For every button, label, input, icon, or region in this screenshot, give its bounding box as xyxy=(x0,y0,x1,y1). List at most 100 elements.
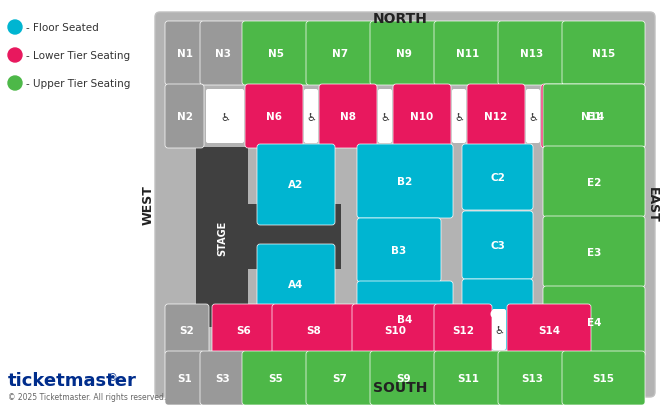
FancyBboxPatch shape xyxy=(306,22,374,86)
FancyBboxPatch shape xyxy=(543,147,645,218)
Text: - Lower Tier Seating: - Lower Tier Seating xyxy=(26,51,130,61)
Text: N14: N14 xyxy=(582,112,605,122)
Text: E4: E4 xyxy=(587,317,601,327)
Text: N7: N7 xyxy=(332,49,348,59)
Text: A4: A4 xyxy=(288,280,304,290)
FancyBboxPatch shape xyxy=(434,304,492,355)
FancyBboxPatch shape xyxy=(272,304,356,355)
FancyBboxPatch shape xyxy=(462,279,533,350)
Text: B2: B2 xyxy=(397,177,413,187)
FancyBboxPatch shape xyxy=(378,90,392,144)
Text: N2: N2 xyxy=(176,112,192,122)
FancyBboxPatch shape xyxy=(492,309,506,350)
FancyBboxPatch shape xyxy=(498,351,566,405)
Text: S6: S6 xyxy=(237,325,251,335)
FancyBboxPatch shape xyxy=(155,13,655,397)
Text: N1: N1 xyxy=(176,49,192,59)
FancyBboxPatch shape xyxy=(200,22,246,86)
Text: N5: N5 xyxy=(268,49,284,59)
FancyBboxPatch shape xyxy=(526,90,540,144)
Text: E2: E2 xyxy=(587,177,601,187)
Text: S2: S2 xyxy=(180,325,194,335)
Text: ♿: ♿ xyxy=(454,112,464,122)
FancyBboxPatch shape xyxy=(357,281,453,357)
FancyBboxPatch shape xyxy=(393,85,451,148)
FancyBboxPatch shape xyxy=(352,304,438,355)
Text: C3: C3 xyxy=(490,240,505,250)
Text: N15: N15 xyxy=(592,49,615,59)
Text: S13: S13 xyxy=(521,373,543,383)
Text: S11: S11 xyxy=(457,373,479,383)
Text: N10: N10 xyxy=(410,112,433,122)
Text: SOUTH: SOUTH xyxy=(373,380,427,394)
FancyBboxPatch shape xyxy=(165,304,209,355)
Text: - Floor Seated: - Floor Seated xyxy=(26,23,98,33)
FancyBboxPatch shape xyxy=(370,351,438,405)
FancyBboxPatch shape xyxy=(543,85,645,148)
FancyBboxPatch shape xyxy=(200,351,246,405)
Text: S12: S12 xyxy=(452,325,474,335)
Text: N8: N8 xyxy=(340,112,356,122)
Text: B4: B4 xyxy=(397,314,413,324)
Text: S15: S15 xyxy=(592,373,614,383)
Text: S10: S10 xyxy=(384,325,406,335)
Text: E3: E3 xyxy=(587,247,601,257)
FancyBboxPatch shape xyxy=(543,216,645,287)
Text: ♿: ♿ xyxy=(528,112,538,122)
Circle shape xyxy=(8,77,22,91)
FancyBboxPatch shape xyxy=(212,304,276,355)
Text: C4: C4 xyxy=(490,310,505,320)
Text: ♿: ♿ xyxy=(306,112,316,122)
FancyBboxPatch shape xyxy=(434,22,502,86)
Text: S14: S14 xyxy=(538,325,560,335)
FancyBboxPatch shape xyxy=(357,145,453,218)
Text: ®: ® xyxy=(108,372,118,382)
FancyBboxPatch shape xyxy=(434,351,502,405)
Circle shape xyxy=(8,21,22,35)
Text: © 2025 Ticketmaster. All rights reserved.: © 2025 Ticketmaster. All rights reserved… xyxy=(8,392,166,401)
FancyBboxPatch shape xyxy=(206,90,244,144)
FancyBboxPatch shape xyxy=(165,85,204,148)
Text: C2: C2 xyxy=(490,173,505,182)
Bar xyxy=(196,204,341,270)
Text: N11: N11 xyxy=(456,49,480,59)
Text: WEST: WEST xyxy=(141,184,155,225)
Bar xyxy=(196,148,248,327)
FancyBboxPatch shape xyxy=(452,90,466,144)
FancyBboxPatch shape xyxy=(165,22,204,86)
FancyBboxPatch shape xyxy=(306,351,374,405)
Text: N13: N13 xyxy=(521,49,543,59)
FancyBboxPatch shape xyxy=(562,22,645,86)
FancyBboxPatch shape xyxy=(319,85,377,148)
Text: NORTH: NORTH xyxy=(373,12,427,26)
Text: ♿: ♿ xyxy=(380,112,390,122)
FancyBboxPatch shape xyxy=(370,22,438,86)
Circle shape xyxy=(8,49,22,63)
Text: ♿: ♿ xyxy=(494,325,504,335)
FancyBboxPatch shape xyxy=(304,90,318,144)
FancyBboxPatch shape xyxy=(562,351,645,405)
Text: S8: S8 xyxy=(307,325,322,335)
FancyBboxPatch shape xyxy=(467,85,525,148)
FancyBboxPatch shape xyxy=(498,22,566,86)
FancyBboxPatch shape xyxy=(165,351,204,405)
Text: N9: N9 xyxy=(396,49,412,59)
Text: S1: S1 xyxy=(177,373,192,383)
Text: E1: E1 xyxy=(587,112,601,122)
FancyBboxPatch shape xyxy=(257,145,335,225)
FancyBboxPatch shape xyxy=(507,304,591,355)
Text: ♿: ♿ xyxy=(220,112,230,122)
FancyBboxPatch shape xyxy=(245,85,303,148)
Text: S5: S5 xyxy=(269,373,283,383)
FancyBboxPatch shape xyxy=(357,218,441,282)
Text: ticketmaster: ticketmaster xyxy=(8,371,137,389)
Text: N6: N6 xyxy=(266,112,282,122)
Text: N12: N12 xyxy=(484,112,508,122)
Text: STAGE: STAGE xyxy=(217,220,227,255)
FancyBboxPatch shape xyxy=(541,85,645,148)
Text: B3: B3 xyxy=(391,245,407,255)
Text: EAST: EAST xyxy=(645,187,659,222)
Text: S7: S7 xyxy=(332,373,348,383)
FancyBboxPatch shape xyxy=(242,22,310,86)
FancyBboxPatch shape xyxy=(543,286,645,357)
